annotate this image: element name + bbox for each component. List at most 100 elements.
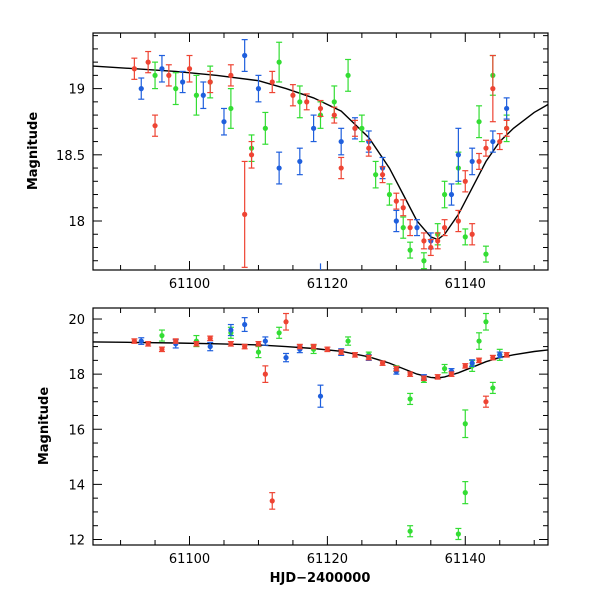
red-marker xyxy=(248,152,255,158)
red-marker xyxy=(152,123,158,129)
red-marker xyxy=(262,371,268,377)
green-marker xyxy=(421,258,427,264)
blue-data-point xyxy=(469,147,476,176)
green-marker xyxy=(276,59,282,65)
blue-data-point xyxy=(310,114,317,143)
red-marker xyxy=(504,352,510,358)
red-data-point xyxy=(338,156,345,180)
blue-marker xyxy=(262,338,268,344)
green-data-point xyxy=(372,160,379,189)
green-marker xyxy=(407,247,413,253)
green-marker xyxy=(407,528,413,534)
x-tick-label: 61120 xyxy=(307,552,348,567)
red-marker xyxy=(283,319,289,325)
green-marker xyxy=(345,72,351,78)
blue-marker xyxy=(338,138,344,145)
red-data-point xyxy=(427,238,434,257)
green-data-point xyxy=(407,241,414,259)
red-marker xyxy=(269,79,275,85)
red-marker xyxy=(186,66,193,72)
green-marker xyxy=(400,225,406,231)
blue-marker xyxy=(228,327,234,333)
red-data-point xyxy=(365,354,372,361)
blue-data-point xyxy=(276,151,283,185)
red-data-point xyxy=(469,223,476,246)
red-data-point xyxy=(324,346,331,353)
blue-data-point xyxy=(489,130,496,153)
red-marker xyxy=(173,338,179,344)
red-marker xyxy=(290,92,296,98)
x-tick-label: 61120 xyxy=(307,277,348,292)
blue-marker xyxy=(276,165,282,171)
green-marker xyxy=(297,99,303,105)
blue-data-point xyxy=(338,127,345,156)
red-data-point xyxy=(193,341,200,347)
red-marker xyxy=(338,349,344,355)
green-marker xyxy=(255,349,262,355)
red-data-point xyxy=(131,57,138,80)
red-marker xyxy=(490,355,496,361)
red-data-point xyxy=(462,170,469,193)
red-marker xyxy=(379,172,386,178)
green-marker xyxy=(262,125,268,131)
x-tick-label: 61140 xyxy=(445,552,486,567)
green-marker xyxy=(345,338,351,344)
red-data-point xyxy=(393,192,400,210)
blue-marker xyxy=(297,158,303,165)
x-tick-label: 61140 xyxy=(445,277,486,292)
red-data-point xyxy=(379,166,386,184)
blue-data-point xyxy=(317,384,324,408)
green-marker xyxy=(276,330,282,336)
red-marker xyxy=(462,363,468,369)
red-marker xyxy=(228,341,234,347)
red-marker xyxy=(490,86,496,92)
y-tick-label: 18 xyxy=(68,368,85,383)
blue-data-point xyxy=(241,39,248,72)
blue-data-point xyxy=(448,183,455,206)
green-marker xyxy=(462,490,468,496)
blue-marker xyxy=(497,352,503,358)
green-marker xyxy=(476,338,482,344)
red-marker xyxy=(462,178,468,184)
green-marker xyxy=(159,332,165,339)
green-marker xyxy=(483,319,489,325)
red-data-point xyxy=(186,54,193,83)
bottom-panel-y-axis-label: Magnitude xyxy=(37,387,52,466)
blue-marker xyxy=(221,119,227,125)
red-marker xyxy=(483,145,489,151)
red-marker xyxy=(207,335,213,341)
green-data-point xyxy=(172,72,179,106)
y-tick-label: 16 xyxy=(68,423,85,438)
blue-data-point xyxy=(207,341,214,352)
red-marker xyxy=(379,360,386,366)
blue-marker xyxy=(242,321,248,328)
green-marker xyxy=(441,366,448,372)
red-data-point xyxy=(365,139,372,157)
red-data-point xyxy=(379,360,386,366)
y-tick-label: 19 xyxy=(68,83,85,98)
blue-marker xyxy=(414,225,420,231)
bottom-panel-ticks: 61100 61120 61140 12 14 16 18 20 xyxy=(68,308,548,567)
green-data-point xyxy=(482,312,489,331)
red-marker xyxy=(435,374,441,380)
red-data-point xyxy=(503,119,510,137)
red-data-point xyxy=(145,341,152,347)
y-tick-label: 18 xyxy=(68,215,85,230)
green-data-point xyxy=(407,525,414,538)
green-data-point xyxy=(462,481,469,505)
red-marker xyxy=(145,341,151,347)
red-marker xyxy=(228,72,234,78)
green-data-point xyxy=(462,228,469,246)
red-marker xyxy=(435,238,441,244)
red-data-point xyxy=(420,375,427,382)
top-panel: 61100 61120 61140 18 18.5 19 Magnitude xyxy=(26,32,549,292)
blue-marker xyxy=(242,52,248,59)
blue-data-point xyxy=(414,219,421,237)
bottom-panel-data-points xyxy=(131,312,510,541)
blue-marker xyxy=(200,92,206,98)
green-marker xyxy=(441,191,448,198)
blue-marker xyxy=(469,360,475,366)
red-marker xyxy=(476,158,482,165)
top-panel-data-points xyxy=(131,39,510,270)
red-data-point xyxy=(462,363,469,369)
